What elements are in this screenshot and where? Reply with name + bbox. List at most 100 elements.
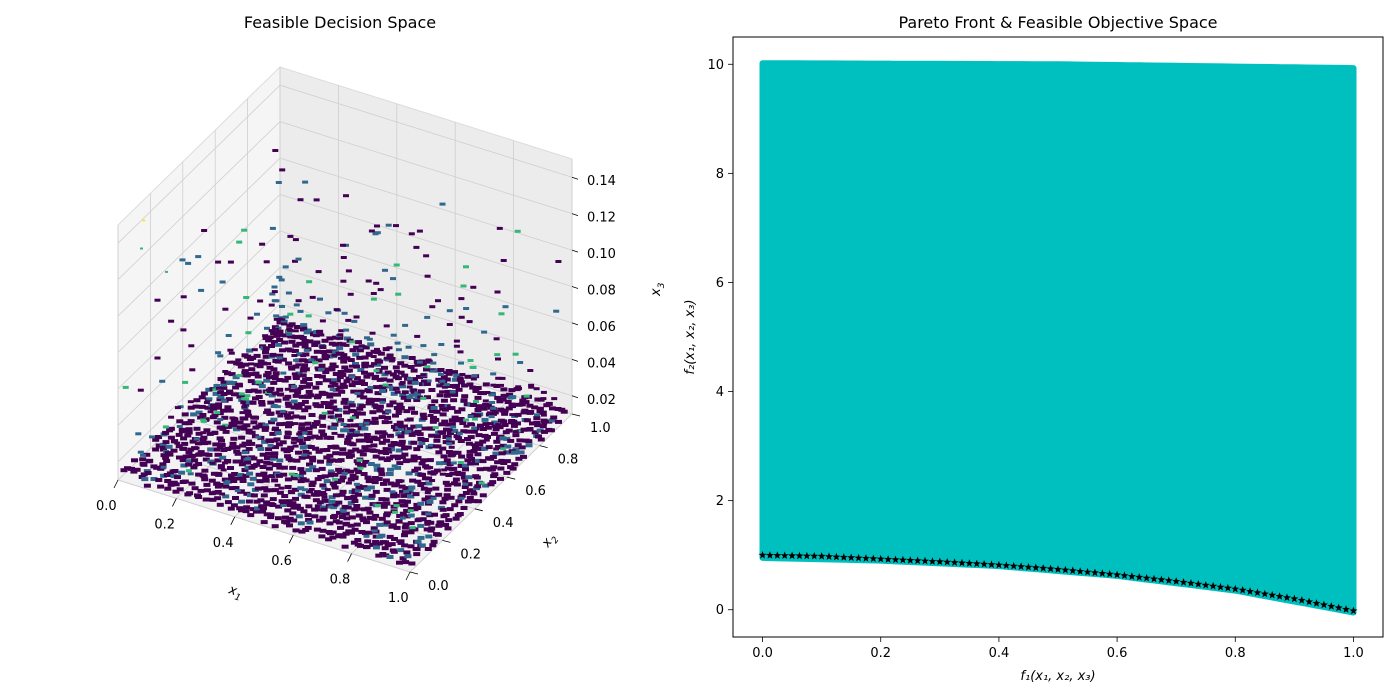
data-point xyxy=(481,417,489,422)
data-point xyxy=(337,333,344,337)
data-point xyxy=(271,340,278,344)
data-point xyxy=(509,413,516,417)
data-point xyxy=(363,374,371,379)
data-point xyxy=(235,421,242,425)
data-point xyxy=(314,374,322,378)
data-point xyxy=(298,422,306,427)
data-point xyxy=(472,461,479,466)
data-point xyxy=(437,368,445,372)
data-point xyxy=(230,479,238,483)
data-point xyxy=(327,445,335,449)
pareto-front-point xyxy=(1164,576,1173,584)
data-point xyxy=(446,309,453,313)
data-point xyxy=(255,472,263,477)
data-point xyxy=(460,429,468,434)
data-point xyxy=(341,365,349,370)
data-point xyxy=(292,374,300,379)
data-point xyxy=(278,499,286,504)
data-point xyxy=(387,443,395,448)
data-point xyxy=(457,439,465,443)
data-point xyxy=(497,466,505,471)
data-point xyxy=(445,371,453,376)
data-point xyxy=(490,383,497,387)
data-point xyxy=(510,423,518,428)
data-point xyxy=(515,385,522,389)
pareto-front-point xyxy=(1312,599,1321,607)
data-point xyxy=(230,393,237,397)
pareto-front-point xyxy=(847,553,856,561)
data-point xyxy=(345,376,353,381)
data-point xyxy=(474,499,482,504)
pareto-front-point xyxy=(1017,562,1026,570)
data-point xyxy=(292,444,299,448)
data-point xyxy=(411,380,419,385)
data-point xyxy=(494,395,502,400)
data-point xyxy=(456,432,463,436)
data-point xyxy=(313,490,321,495)
data-point xyxy=(399,393,407,398)
data-point xyxy=(213,420,221,425)
data-point xyxy=(268,303,275,307)
data-point xyxy=(465,441,473,446)
data-point xyxy=(305,314,312,318)
data-point xyxy=(149,435,155,439)
data-point xyxy=(534,423,542,428)
data-point xyxy=(181,479,189,484)
data-point xyxy=(378,456,386,461)
data-point xyxy=(244,442,252,446)
data-point xyxy=(313,198,320,202)
data-point xyxy=(319,319,326,323)
data-point xyxy=(285,421,293,426)
data-point xyxy=(198,404,206,409)
data-point xyxy=(401,446,409,451)
data-point xyxy=(527,410,535,414)
data-point xyxy=(305,468,313,473)
data-point xyxy=(320,401,328,405)
data-point xyxy=(374,347,380,351)
data-point xyxy=(304,421,312,426)
data-point xyxy=(159,379,166,383)
data-point xyxy=(336,375,344,380)
data-point xyxy=(383,487,391,492)
data-point xyxy=(200,435,208,440)
pareto-front-point xyxy=(1297,596,1306,604)
data-point xyxy=(531,405,539,410)
data-point xyxy=(347,453,355,458)
data-point xyxy=(305,377,313,381)
data-point xyxy=(353,315,360,319)
data-point xyxy=(315,270,322,274)
data-point xyxy=(185,421,193,426)
data-point xyxy=(442,522,450,527)
pareto-front-point xyxy=(994,560,1003,569)
x3-tick xyxy=(571,249,579,253)
data-point xyxy=(287,348,294,353)
data-point xyxy=(386,472,394,477)
data-point xyxy=(200,474,208,479)
data-point xyxy=(404,418,411,422)
data-point xyxy=(392,493,400,498)
data-point xyxy=(474,386,482,390)
data-point xyxy=(221,461,228,465)
data-point xyxy=(302,367,310,372)
data-point xyxy=(383,324,390,328)
data-point xyxy=(444,526,452,531)
data-point xyxy=(483,438,490,442)
data-point xyxy=(313,420,321,425)
data-point xyxy=(226,408,234,413)
grid-line xyxy=(117,121,573,280)
data-point xyxy=(276,329,284,334)
data-point xyxy=(555,419,562,424)
data-point xyxy=(216,436,224,441)
data-point xyxy=(273,317,280,321)
data-point xyxy=(432,486,440,491)
data-point xyxy=(261,486,269,491)
data-point xyxy=(452,516,460,521)
pareto-front-point xyxy=(1209,581,1218,590)
data-point xyxy=(420,486,428,491)
data-point xyxy=(411,527,419,532)
data-point xyxy=(378,415,386,420)
data-point xyxy=(321,495,328,499)
data-point xyxy=(212,391,220,396)
data-point xyxy=(280,465,288,470)
data-point xyxy=(362,459,370,464)
